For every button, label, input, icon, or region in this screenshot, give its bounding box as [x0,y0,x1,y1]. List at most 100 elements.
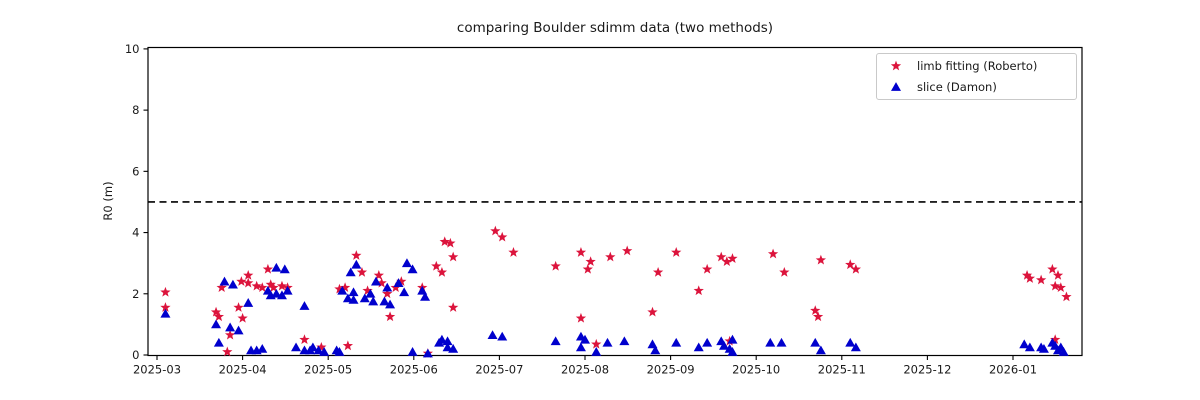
x-tick-label: 2025-10 [732,363,780,377]
data-point-star [490,225,501,236]
data-point-triangle [393,278,404,287]
data-point-star [1052,270,1064,280]
data-point-star [160,302,171,312]
data-point-star [233,302,244,312]
data-point-star [382,288,393,299]
data-point-star [439,236,450,247]
data-point-star [812,311,824,322]
triangle-icon [883,79,909,95]
data-point-triangle [257,343,268,353]
data-point-triangle [776,337,787,347]
data-point-triangle [401,258,412,268]
data-point-triangle [399,287,410,297]
data-point-triangle [276,290,287,300]
data-point-triangle [647,339,658,349]
data-point-star [237,312,248,323]
data-point-triangle [371,276,382,286]
data-point-star [815,254,827,265]
data-point-triangle [291,342,302,352]
data-point-star [384,311,396,322]
data-point-triangle [271,262,282,272]
x-tick-label: 2025-08 [561,363,609,377]
data-point-star [693,285,704,296]
data-point-triangle [420,291,431,301]
data-point-triangle [271,288,282,298]
data-point-star [448,302,459,312]
data-point-star [251,280,262,291]
data-point-triangle [351,259,362,269]
legend-label-limb-fitting: limb fitting (Roberto) [917,59,1038,73]
data-point-star [721,256,732,267]
data-point-star [243,270,254,280]
data-point-star [160,286,171,297]
data-point-star [497,231,508,242]
data-point-triangle [211,319,222,329]
data-point-triangle [1024,342,1035,352]
data-point-star [445,237,456,248]
y-tick-label: 8 [132,103,139,117]
data-point-star [373,270,384,280]
data-point-triangle [213,337,224,347]
data-point-star [265,279,276,289]
data-point-triangle [448,343,459,353]
x-tick-label: 2025-06 [390,363,438,377]
data-point-star [334,283,345,294]
data-point-star [779,266,790,277]
data-point-triangle [342,293,353,303]
data-point-star [1021,270,1033,280]
data-point-triangle [550,336,561,346]
data-point-star [268,282,279,293]
data-point-star [585,256,596,267]
chart-title: comparing Boulder sdimm data (two method… [456,20,774,36]
data-point-triangle [619,336,630,346]
y-tick-label: 2 [132,287,139,301]
data-point-triangle [299,301,310,310]
data-point-triangle [407,347,418,356]
data-point-triangle [693,342,704,352]
data-point-star [550,260,561,271]
data-point-star [727,253,738,263]
data-point-triangle [345,267,356,277]
data-point-triangle [417,285,428,295]
y-axis-label: R0 (m) [101,181,115,221]
x-tick-label: 2025-04 [219,363,267,377]
data-point-star [582,263,593,274]
y-tick-label: 10 [125,42,140,56]
data-point-star [222,346,233,357]
x-tick-label: 2025-03 [133,363,181,377]
data-point-star [508,247,519,257]
legend: limb fitting (Roberto) slice (Damon) [876,53,1077,100]
data-point-triangle [379,296,390,306]
data-point-triangle [650,345,661,355]
data-point-star [575,312,587,323]
data-point-star [671,247,682,257]
data-point-star [1047,263,1058,274]
data-point-triangle [227,279,238,289]
data-point-triangle [243,298,254,307]
data-point-star [1055,282,1066,293]
data-point-triangle [580,334,590,344]
data-point-star [299,334,310,345]
data-point-triangle [727,334,738,344]
data-point-star [342,340,354,351]
data-point-star [356,266,368,277]
data-point-triangle [365,288,376,298]
star-icon [883,58,909,74]
data-point-triangle [575,342,586,352]
data-point-triangle [368,296,379,306]
data-point-triangle [1058,347,1069,356]
data-point-star [702,263,713,274]
data-point-star [716,251,727,262]
y-tick-label: 0 [132,348,139,362]
data-point-triangle [307,342,318,352]
data-point-triangle [407,264,418,274]
y-tick-label: 4 [132,226,139,240]
data-point-triangle [385,299,396,309]
data-point-star [243,277,254,288]
data-point-triangle [845,337,856,347]
data-point-triangle [719,340,730,350]
data-point-star [1024,273,1036,283]
data-point-triangle [815,345,826,355]
